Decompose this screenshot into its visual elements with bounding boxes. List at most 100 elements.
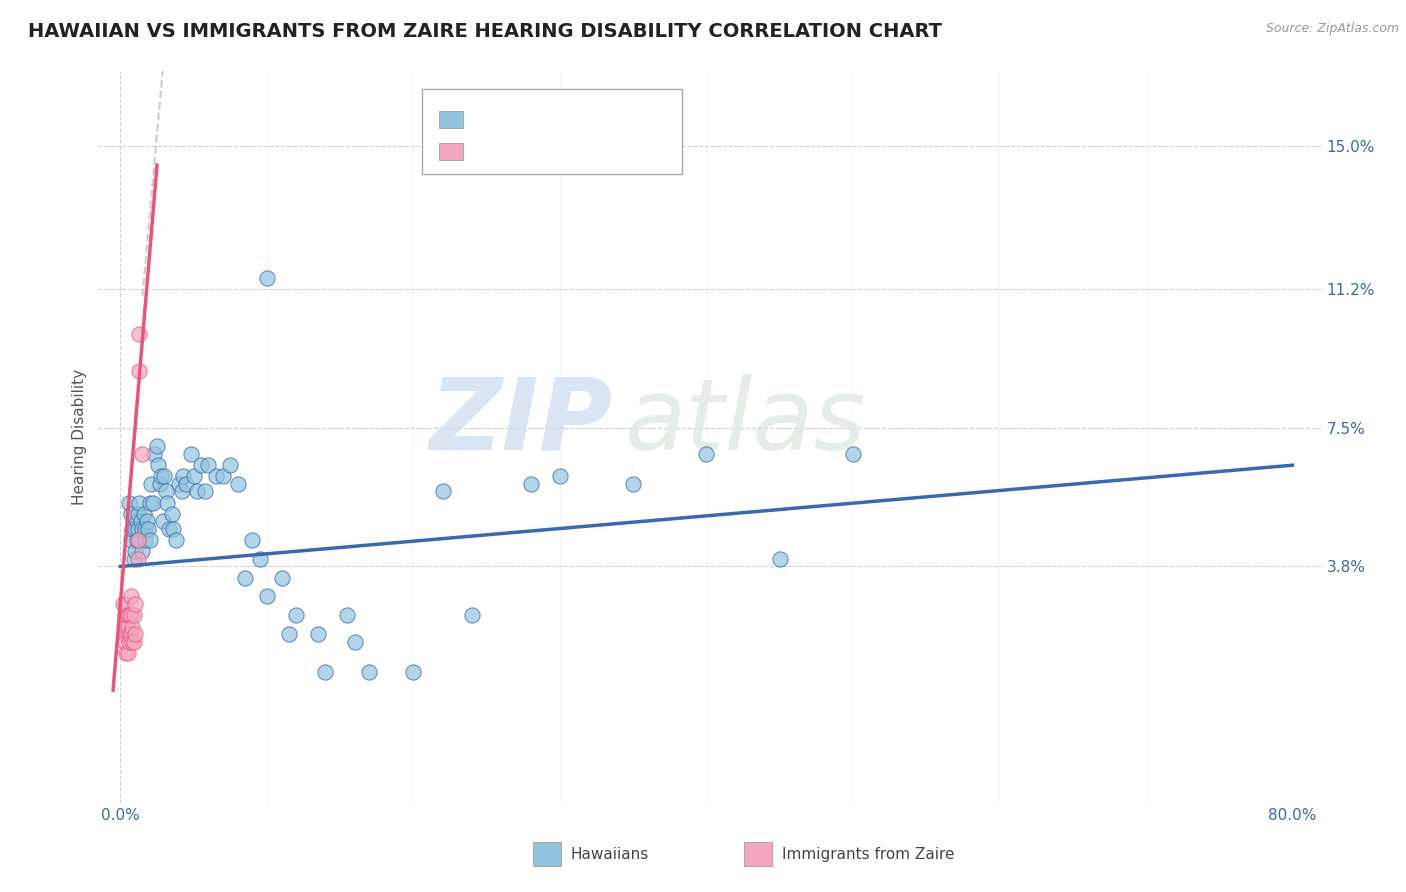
Point [115, 597, 138, 611]
Point [124, 544, 146, 558]
Point [170, 484, 193, 499]
Y-axis label: Hearing Disability: Hearing Disability [72, 369, 87, 505]
Point [152, 515, 174, 529]
Point [256, 270, 278, 285]
Point [249, 552, 271, 566]
Point [129, 515, 152, 529]
Point [212, 469, 235, 483]
Text: N = 30: N = 30 [591, 136, 652, 154]
Point [117, 619, 139, 633]
Text: HAWAIIAN VS IMMIGRANTS FROM ZAIRE HEARING DISABILITY CORRELATION CHART: HAWAIIAN VS IMMIGRANTS FROM ZAIRE HEARIN… [28, 22, 942, 41]
Text: R =  0.830: R = 0.830 [471, 136, 571, 154]
Point [121, 522, 143, 536]
Point [149, 477, 172, 491]
Point [240, 533, 263, 548]
Point [314, 665, 336, 679]
Point [277, 627, 299, 641]
Point [118, 634, 141, 648]
Point [128, 364, 150, 378]
Point [336, 608, 359, 623]
Point [157, 522, 180, 536]
Point [186, 484, 208, 499]
Point [183, 469, 205, 483]
Point [118, 608, 141, 623]
Point [120, 608, 142, 623]
Point [120, 533, 142, 548]
Point [226, 477, 249, 491]
Point [125, 533, 148, 548]
Point [127, 522, 149, 536]
Point [167, 477, 190, 491]
Point [519, 477, 541, 491]
Point [115, 646, 138, 660]
Point [118, 496, 141, 510]
Point [122, 634, 145, 648]
Point [138, 533, 160, 548]
Point [768, 552, 790, 566]
Point [134, 533, 156, 548]
Point [120, 590, 142, 604]
Point [432, 484, 454, 499]
Point [128, 496, 150, 510]
Point [124, 597, 146, 611]
Point [114, 608, 136, 623]
Point [256, 590, 278, 604]
Point [118, 627, 141, 641]
Text: Immigrants from Zaire: Immigrants from Zaire [782, 847, 955, 862]
Point [127, 533, 149, 548]
Point [143, 447, 166, 461]
Point [114, 627, 136, 641]
Point [695, 447, 717, 461]
Point [402, 665, 425, 679]
Point [120, 507, 142, 521]
Point [128, 533, 150, 548]
Point [194, 484, 217, 499]
Point [135, 515, 157, 529]
Point [141, 477, 163, 491]
Point [125, 515, 148, 529]
Point [115, 619, 138, 633]
Text: N = 74: N = 74 [591, 104, 652, 122]
Point [153, 469, 176, 483]
Point [127, 552, 149, 566]
Point [180, 447, 202, 461]
Point [124, 627, 146, 641]
Point [150, 469, 173, 483]
Point [270, 571, 292, 585]
Point [172, 469, 194, 483]
Point [131, 447, 153, 461]
Point [842, 447, 865, 461]
Point [621, 477, 644, 491]
Point [197, 458, 219, 473]
Point [156, 496, 179, 510]
Point [307, 627, 329, 641]
Point [148, 458, 170, 473]
Point [155, 484, 177, 499]
Text: atlas: atlas [624, 374, 866, 471]
Point [127, 507, 149, 521]
Text: Hawaiians: Hawaiians [571, 847, 650, 862]
Point [219, 458, 242, 473]
Point [190, 458, 212, 473]
Point [142, 496, 165, 510]
Point [136, 522, 159, 536]
Point [121, 634, 143, 648]
Point [117, 608, 139, 623]
Point [548, 469, 571, 483]
Point [138, 496, 160, 510]
Text: ZIP: ZIP [429, 374, 612, 471]
Point [461, 608, 484, 623]
Point [165, 533, 187, 548]
Point [204, 469, 226, 483]
Point [120, 627, 142, 641]
Point [343, 634, 366, 648]
Point [117, 646, 139, 660]
Point [122, 552, 145, 566]
Point [132, 507, 155, 521]
Point [285, 608, 308, 623]
Point [121, 619, 143, 633]
Text: R =  0.197: R = 0.197 [471, 104, 571, 122]
Point [128, 326, 150, 341]
Point [359, 665, 381, 679]
Text: Source: ZipAtlas.com: Source: ZipAtlas.com [1265, 22, 1399, 36]
